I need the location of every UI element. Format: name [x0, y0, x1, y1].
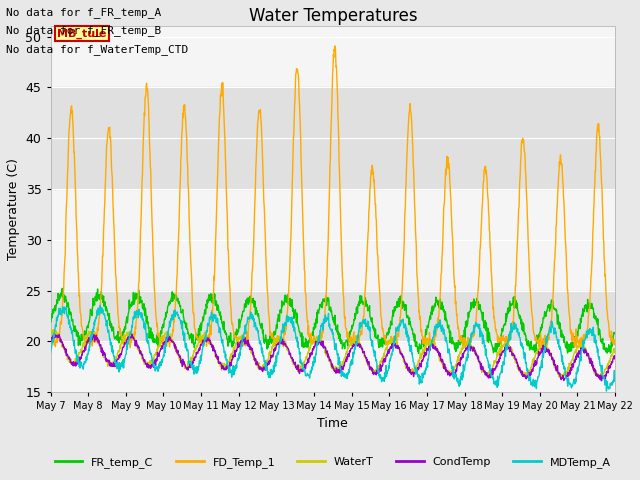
FR_temp_C	[611, 330, 619, 336]
FD_Temp_1	[331, 43, 339, 49]
MDTemp_A	[47, 350, 54, 356]
WaterT	[596, 376, 604, 382]
FR_temp_C	[47, 318, 54, 324]
CondTemp	[308, 348, 316, 354]
CondTemp	[298, 368, 306, 374]
MDTemp_A	[114, 360, 122, 365]
Text: No data for f_FR_temp_B: No data for f_FR_temp_B	[6, 25, 162, 36]
WaterT	[51, 326, 58, 332]
Line: CondTemp: CondTemp	[51, 334, 615, 381]
FD_Temp_1	[298, 182, 305, 188]
Title: Water Temperatures: Water Temperatures	[248, 7, 417, 25]
FR_temp_C	[298, 344, 306, 349]
FD_Temp_1	[611, 339, 619, 345]
MDTemp_A	[90, 319, 98, 325]
CondTemp	[90, 332, 98, 338]
CondTemp	[598, 378, 605, 384]
FR_temp_C	[369, 315, 376, 321]
WaterT	[308, 341, 316, 347]
FR_temp_C	[58, 286, 66, 291]
FD_Temp_1	[308, 337, 316, 343]
Text: No data for f_WaterTemp_CTD: No data for f_WaterTemp_CTD	[6, 44, 189, 55]
MDTemp_A	[369, 340, 376, 346]
Line: MDTemp_A: MDTemp_A	[51, 305, 615, 391]
MDTemp_A	[97, 302, 104, 308]
CondTemp	[128, 331, 136, 337]
Bar	[51, 87, 615, 189]
FD_Temp_1	[47, 336, 54, 342]
FD_Temp_1	[113, 295, 121, 300]
WaterT	[91, 333, 99, 338]
FD_Temp_1	[369, 162, 376, 168]
FD_Temp_1	[463, 345, 471, 351]
MDTemp_A	[603, 388, 611, 394]
FR_temp_C	[415, 351, 422, 357]
FR_temp_C	[308, 332, 316, 338]
Legend: FR_temp_C, FD_Temp_1, WaterT, CondTemp, MDTemp_A: FR_temp_C, FD_Temp_1, WaterT, CondTemp, …	[50, 453, 616, 472]
CondTemp	[47, 339, 54, 345]
Line: FR_temp_C: FR_temp_C	[51, 288, 615, 354]
WaterT	[369, 368, 376, 373]
MDTemp_A	[287, 319, 294, 325]
WaterT	[611, 348, 619, 354]
WaterT	[114, 349, 122, 355]
FD_Temp_1	[286, 255, 294, 261]
FR_temp_C	[287, 299, 294, 304]
MDTemp_A	[611, 371, 619, 376]
Bar	[51, 291, 615, 341]
Line: FD_Temp_1: FD_Temp_1	[51, 46, 615, 348]
WaterT	[298, 363, 306, 369]
CondTemp	[369, 368, 376, 374]
Text: No data for f_FR_temp_A: No data for f_FR_temp_A	[6, 7, 162, 18]
CondTemp	[611, 355, 619, 360]
Text: MB_tule: MB_tule	[58, 29, 107, 39]
MDTemp_A	[298, 360, 306, 366]
WaterT	[47, 334, 54, 339]
FR_temp_C	[91, 302, 99, 308]
FD_Temp_1	[90, 336, 98, 342]
Y-axis label: Temperature (C): Temperature (C)	[7, 158, 20, 260]
Line: WaterT: WaterT	[51, 329, 615, 379]
CondTemp	[113, 357, 121, 362]
MDTemp_A	[308, 367, 316, 373]
CondTemp	[287, 351, 294, 357]
WaterT	[287, 353, 294, 359]
X-axis label: Time: Time	[317, 417, 348, 430]
FR_temp_C	[114, 337, 122, 343]
